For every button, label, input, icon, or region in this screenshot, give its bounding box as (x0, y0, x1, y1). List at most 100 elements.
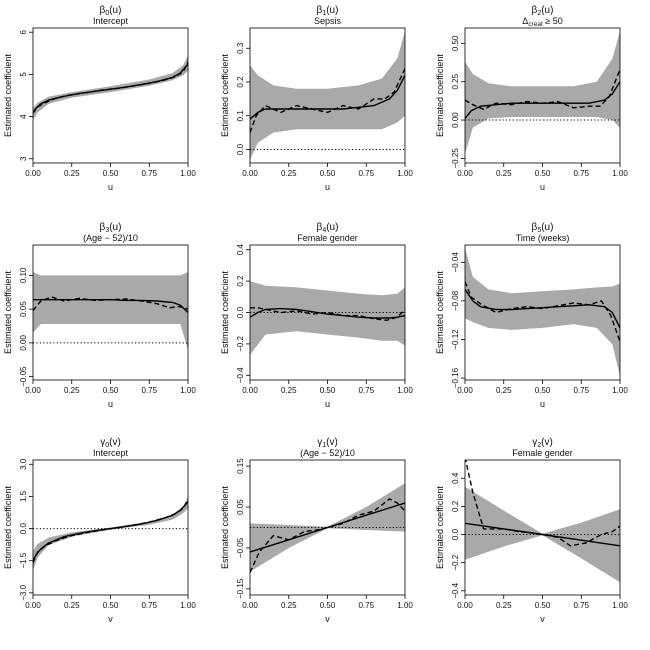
y-tick-label: 0.0 (451, 528, 460, 540)
y-tick-label: 0.00 (451, 112, 460, 128)
panel-title: β5(u) (532, 222, 554, 234)
x-tick-label: 0.50 (535, 601, 551, 610)
y-tick-label: 0.2 (451, 500, 460, 512)
y-tick-label: 0.0 (236, 306, 245, 318)
x-tick-label: 0.50 (320, 169, 336, 178)
panel-5: 0.00 0.25 0.50 0.75 1.00 −0.4 −0.2 0.0 0.2 0.4 u Es… (220, 222, 413, 409)
series-dashed-line (250, 498, 405, 573)
y-axis-label: Estimated coefficient (3, 271, 13, 354)
y-tick-label: 1.5 (19, 490, 28, 502)
panel-9: 0.00 0.25 0.50 0.75 1.00 −0.4 −0.2 0.0 0.2 0.4 v Es… (435, 437, 628, 624)
x-tick-label: 0.25 (496, 386, 512, 395)
y-tick-label: 0.05 (236, 499, 245, 515)
x-tick-label: 0.25 (64, 386, 80, 395)
y-tick-label: 0.3 (236, 42, 245, 54)
x-axis-label: u (108, 182, 113, 192)
x-axis-label: u (325, 399, 330, 409)
series-dashed-line (465, 281, 620, 342)
y-tick-label: −0.04 (451, 252, 460, 273)
y-tick-label: −0.2 (451, 554, 460, 570)
y-tick-label: −0.4 (451, 582, 460, 598)
y-tick-label: 0.50 (451, 35, 460, 51)
panel-title: β2(u) (532, 5, 554, 17)
panel-6: 0.00 0.25 0.50 0.75 1.00 −0.16 −0.12 −0.08 −0.04… (435, 222, 628, 409)
series-solid-line (250, 74, 405, 120)
y-tick-label: 0.4 (451, 472, 460, 484)
panel-title: β4(u) (317, 222, 339, 234)
x-tick-label: 0.00 (242, 169, 258, 178)
x-tick-label: 0.00 (242, 386, 258, 395)
y-axis-label: Estimated coefficient (3, 54, 13, 137)
y-tick-label: 0.2 (236, 275, 245, 287)
x-axis-label: u (108, 399, 113, 409)
series-solid-line (465, 289, 620, 329)
series-solid-line (465, 522, 620, 547)
x-tick-label: 1.00 (397, 601, 413, 610)
y-tick-label: −0.25 (451, 148, 460, 169)
x-tick-label: 0.00 (25, 601, 41, 610)
x-tick-label: 0.50 (103, 169, 119, 178)
y-tick-label: 0.4 (236, 244, 245, 256)
panel-subtitle: Sepsis (314, 16, 342, 26)
x-tick-label: 0.25 (496, 169, 512, 178)
x-tick-label: 0.25 (496, 601, 512, 610)
y-tick-label: 4 (19, 114, 28, 119)
x-tick-label: 0.75 (573, 386, 589, 395)
confidence-band (33, 496, 188, 571)
y-tick-label: 0.00 (19, 335, 28, 351)
x-tick-label: 0.00 (457, 169, 473, 178)
x-tick-label: 1.00 (180, 386, 196, 395)
y-tick-label: −0.2 (236, 335, 245, 351)
y-tick-label: −0.15 (236, 578, 245, 599)
y-tick-label: −1.5 (19, 552, 28, 568)
panel-title: β3(u) (100, 222, 122, 234)
x-tick-label: 0.50 (320, 601, 336, 610)
panel-1: 0.00 0.25 0.50 0.75 1.00 3 4 5 6 u Estimated coeff… (3, 5, 196, 192)
y-tick-label: 0.2 (236, 76, 245, 88)
x-tick-label: 1.00 (180, 601, 196, 610)
x-tick-label: 0.75 (141, 169, 157, 178)
panel-subtitle: Intercept (93, 16, 129, 26)
x-axis-label: v (108, 614, 113, 624)
x-tick-label: 1.00 (612, 601, 628, 610)
y-tick-label: −0.12 (451, 329, 460, 350)
panel-subtitle: Female gender (512, 448, 573, 458)
x-tick-label: 1.00 (180, 169, 196, 178)
panel-title: γ0(v) (100, 437, 121, 449)
series-dashed-line (465, 69, 620, 111)
y-tick-label: 6 (19, 29, 28, 34)
y-tick-label: 0.1 (236, 110, 245, 122)
series-dashed-line (250, 307, 405, 321)
x-tick-label: 0.75 (141, 601, 157, 610)
panel-title: γ2(v) (532, 437, 553, 449)
y-tick-label: −0.08 (451, 290, 460, 311)
y-tick-label: −0.05 (236, 537, 245, 558)
x-tick-label: 0.00 (457, 601, 473, 610)
series-dashed-line (33, 296, 188, 311)
panel-3: 0.00 0.25 0.50 0.75 1.00−0.250.000.250.50uEs… (435, 5, 628, 192)
x-tick-label: 0.00 (457, 386, 473, 395)
x-tick-label: 0.75 (573, 169, 589, 178)
y-tick-label: 3 (19, 156, 28, 161)
x-tick-label: 0.25 (281, 386, 297, 395)
confidence-band (465, 31, 620, 154)
x-tick-label: 0.50 (320, 386, 336, 395)
x-tick-label: 1.00 (612, 169, 628, 178)
y-axis-label: Estimated coefficient (220, 54, 230, 137)
y-axis-label: Estimated coefficient (220, 271, 230, 354)
y-tick-label: −0.16 (451, 367, 460, 388)
x-tick-label: 0.25 (64, 601, 80, 610)
x-tick-label: 0.25 (281, 601, 297, 610)
confidence-band (33, 272, 188, 350)
panel-7: 0.00 0.25 0.50 0.75 1.00 −3.0 −1.5 0.0 1.5 3.0 v Es… (3, 437, 196, 624)
y-tick-label: −3.0 (19, 584, 28, 600)
panel-subtitle: Female gender (297, 233, 358, 243)
x-tick-label: 0.00 (25, 169, 41, 178)
panel-subtitle: (Age − 52)/10 (83, 233, 138, 243)
x-tick-label: 0.75 (141, 386, 157, 395)
confidence-band (250, 281, 405, 355)
x-tick-label: 0.25 (281, 169, 297, 178)
y-tick-label: 3.0 (19, 458, 28, 470)
x-axis-label: u (540, 182, 545, 192)
panel-8: 0.00 0.25 0.50 0.75 1.00 −0.15 −0.05 0.05 0.15 v E… (220, 437, 413, 624)
